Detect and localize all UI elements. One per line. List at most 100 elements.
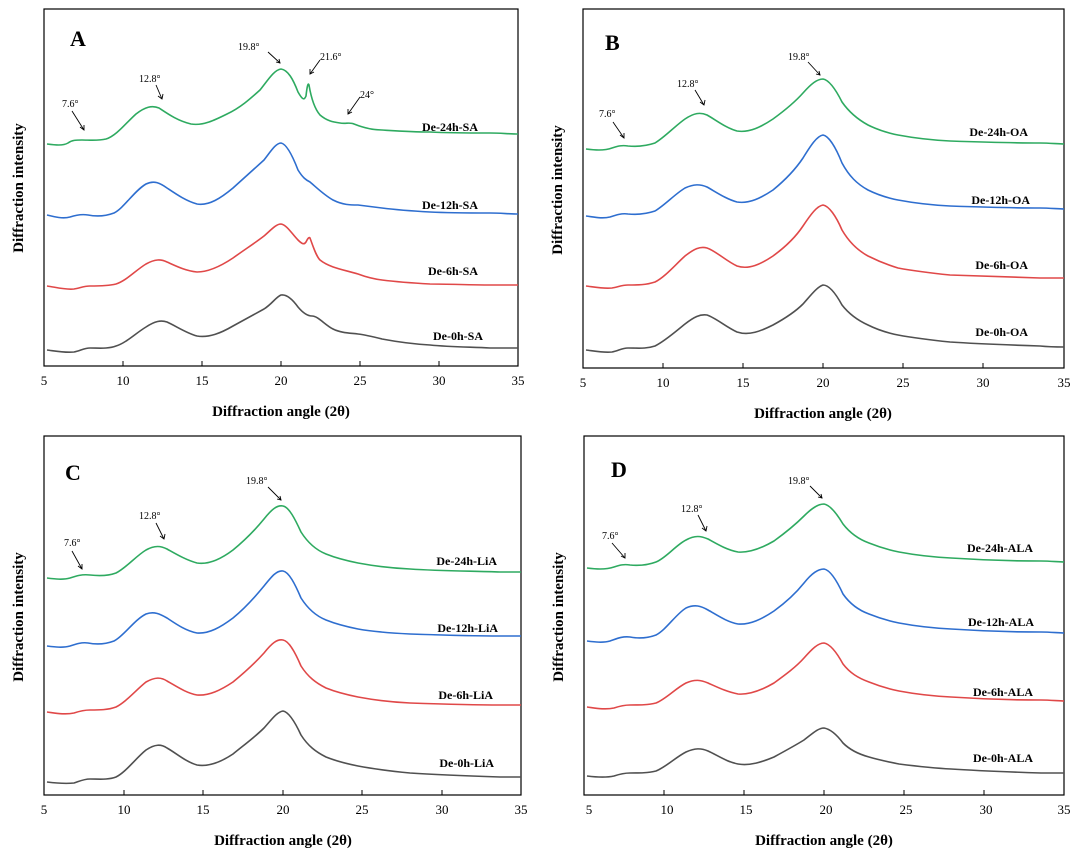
annotation-label: 19.8°	[788, 52, 810, 63]
annotation-labels: 7.6° 12.8° 19.8°	[602, 476, 810, 542]
x-tick-labels: 5 10 15 20 25 30 35	[586, 802, 1071, 817]
annotation-arrow	[809, 485, 823, 499]
x-tick-label: 25	[354, 373, 367, 388]
annotation-arrow	[347, 96, 361, 115]
annotation-arrows	[71, 486, 282, 570]
annotation-label: 24°	[360, 90, 374, 101]
annotation-label: 12.8°	[139, 511, 161, 522]
annotation-label: 7.6°	[62, 99, 79, 110]
x-tick-labels: 5 10 15 20 25 30 35	[580, 375, 1071, 390]
x-tick-label: 5	[586, 802, 593, 817]
series-line-de-12h-oa	[585, 134, 1065, 219]
annotation-labels: 7.6° 12.8° 19.8° 21.6° 24°	[62, 42, 374, 110]
plot-frame	[43, 435, 522, 796]
x-tick-labels: 5 10 15 20 25 30 35	[41, 802, 528, 817]
annotation-arrow	[155, 522, 165, 540]
annotation-label: 7.6°	[599, 109, 616, 120]
series-line-de-0h-oa	[585, 284, 1065, 354]
x-tick-label: 10	[118, 802, 131, 817]
x-tick-label: 15	[740, 802, 753, 817]
arrowhead	[620, 553, 626, 559]
series-label: De-6h-LiA	[438, 688, 493, 702]
arrowhead	[701, 525, 708, 532]
plot-frame	[43, 8, 519, 367]
panel-a: A 5 10 15 20 25 30 35 Diffraction angle …	[11, 8, 525, 420]
annotation-label: 12.8°	[139, 74, 161, 85]
series-line-de-6h-sa	[46, 223, 518, 290]
series-line-de-24h-ala	[586, 503, 1065, 570]
series-line-de-12h-ala	[586, 568, 1065, 643]
x-tick-label: 35	[1058, 375, 1071, 390]
x-axis-title: Diffraction angle (2θ)	[212, 404, 350, 420]
y-axis-title: Diffraction intensity	[11, 552, 27, 682]
annotation-label: 19.8°	[246, 476, 268, 487]
x-tick-label: 25	[900, 802, 913, 817]
series-line-de-24h-lia	[46, 505, 521, 580]
series-label: De-12h-SA	[422, 198, 478, 212]
series-label: De-6h-SA	[428, 264, 478, 278]
x-tick-label: 25	[356, 802, 369, 817]
arrowhead	[817, 493, 823, 499]
annotation-label: 19.8°	[788, 476, 810, 487]
annotation-arrow	[71, 110, 85, 131]
annotation-label: 12.8°	[677, 79, 699, 90]
annotation-label: 7.6°	[64, 538, 81, 549]
series-label: De-24h-SA	[422, 120, 478, 134]
annotation-arrow	[697, 514, 707, 532]
series-label: De-24h-ALA	[967, 541, 1033, 555]
x-tick-label: 20	[820, 802, 833, 817]
annotation-arrows	[611, 485, 823, 559]
x-ticks	[583, 790, 1065, 795]
series-label: De-0h-SA	[433, 329, 483, 343]
arrowhead	[309, 69, 315, 75]
x-tick-label: 30	[433, 373, 446, 388]
series-line-de-0h-sa	[46, 294, 518, 354]
arrowhead	[619, 133, 625, 139]
x-tick-label: 20	[277, 802, 290, 817]
panel-b: B 5 10 15 20 25 30 35 Diffraction angle …	[550, 8, 1071, 422]
annotation-arrow	[71, 550, 83, 570]
annotation-labels: 7.6° 12.8° 19.8°	[64, 476, 268, 549]
x-tick-label: 20	[275, 373, 288, 388]
x-tick-labels: 5 10 15 20 25 30 35	[41, 373, 525, 388]
series-label: De-12h-LiA	[437, 621, 498, 635]
annotation-arrows	[71, 51, 361, 131]
x-tick-label: 15	[197, 802, 210, 817]
series-label: De-0h-OA	[975, 325, 1028, 339]
series-label: De-6h-ALA	[973, 685, 1033, 699]
annotation-labels: 7.6° 12.8° 19.8°	[599, 52, 810, 120]
y-axis-title: Diffraction intensity	[551, 552, 567, 682]
arrowhead	[699, 99, 706, 106]
annotation-label: 19.8°	[238, 42, 260, 53]
y-axis-title: Diffraction intensity	[11, 123, 27, 253]
x-tick-label: 35	[512, 373, 525, 388]
annotation-arrow	[694, 89, 705, 106]
annotation-arrow	[267, 51, 281, 64]
y-axis-title: Diffraction intensity	[550, 125, 566, 255]
series-line-de-24h-sa	[46, 68, 519, 146]
arrowhead	[815, 70, 821, 76]
x-tick-label: 10	[117, 373, 130, 388]
arrowhead	[275, 58, 281, 64]
series-line-de-6h-lia	[46, 639, 521, 715]
series-labels: De-0h-ALA De-6h-ALA De-12h-ALA De-24h-AL…	[967, 541, 1034, 765]
x-tick-label: 35	[515, 802, 528, 817]
annotation-arrow	[309, 59, 321, 75]
annotation-arrow	[612, 121, 625, 139]
x-tick-label: 25	[897, 375, 910, 390]
series-label: De-0h-ALA	[973, 751, 1033, 765]
arrowhead	[79, 125, 85, 131]
x-tick-label: 5	[580, 375, 587, 390]
arrowhead	[276, 495, 282, 501]
series-line-de-12h-sa	[46, 142, 519, 219]
x-tick-label: 15	[196, 373, 209, 388]
x-ticks	[43, 790, 522, 795]
series-line-de-6h-oa	[585, 204, 1064, 290]
x-tick-label: 30	[977, 375, 990, 390]
panel-letter: A	[70, 26, 86, 51]
series-label: De-24h-LiA	[436, 554, 497, 568]
series-labels: De-0h-OA De-6h-OA De-12h-OA De-24h-OA	[969, 125, 1030, 339]
series-labels: De-0h-LiA De-6h-LiA De-12h-LiA De-24h-Li…	[436, 554, 498, 770]
panel-letter: B	[605, 30, 620, 55]
